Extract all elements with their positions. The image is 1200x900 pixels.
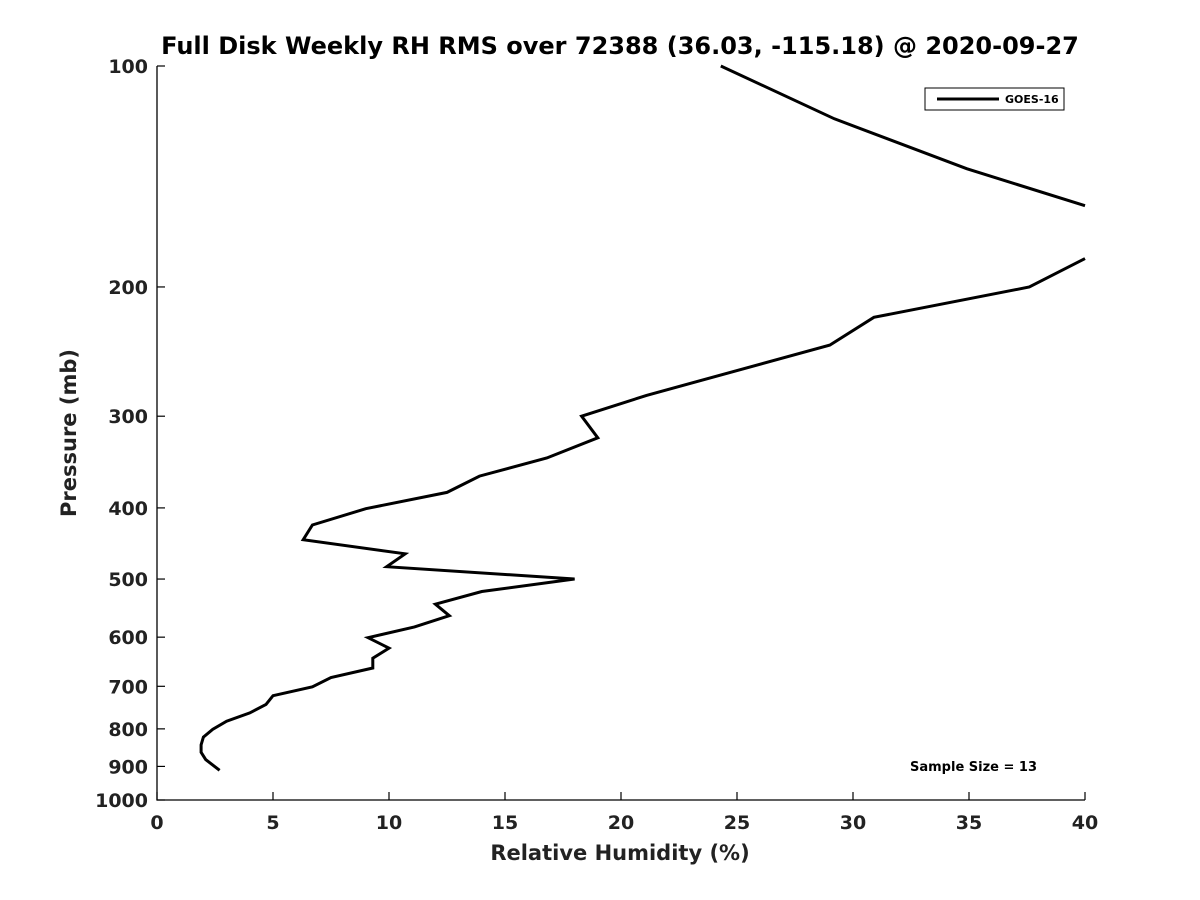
x-axis-label: Relative Humidity (%)	[490, 841, 749, 865]
x-tick-label-40: 40	[1072, 812, 1098, 834]
legend-label-goes-16: GOES-16	[1005, 93, 1059, 106]
x-tick-label-30: 30	[840, 812, 866, 834]
sample-size-annotation: Sample Size = 13	[910, 760, 1037, 775]
y-tick-label-100: 100	[108, 56, 148, 78]
series-layer	[199, 64, 1086, 772]
y-tick-label-500: 500	[108, 569, 148, 591]
y-axis-label: Pressure (mb)	[57, 349, 81, 517]
x-tick-label-5: 5	[266, 812, 279, 834]
legend: GOES-16	[924, 87, 1065, 111]
plot-axes	[156, 66, 1085, 801]
y-tick-label-300: 300	[108, 406, 148, 428]
x-tick-label-25: 25	[724, 812, 750, 834]
y-tick-label-400: 400	[108, 498, 148, 520]
x-tick-label-10: 10	[376, 812, 402, 834]
series-line-goes-16-segment-2	[199, 257, 1086, 772]
y-tick-label-1000: 1000	[95, 790, 148, 812]
x-tick-label-20: 20	[608, 812, 634, 834]
y-tick-label-200: 200	[108, 277, 148, 299]
x-tick-label-15: 15	[492, 812, 518, 834]
chart-title: Full Disk Weekly RH RMS over 72388 (36.0…	[161, 32, 1079, 60]
series-line-goes-16-segment-1	[720, 64, 1086, 208]
y-tick-label-800: 800	[108, 719, 148, 741]
y-tick-label-900: 900	[108, 756, 148, 778]
x-tick-label-35: 35	[956, 812, 982, 834]
tick-layer: 0 5 10 15 20 25 30 35 40 100 200 300 400 500 600 700 800…	[95, 56, 1098, 834]
y-tick-label-600: 600	[108, 627, 148, 649]
x-tick-label-0: 0	[150, 812, 163, 834]
y-tick-label-700: 700	[108, 676, 148, 698]
